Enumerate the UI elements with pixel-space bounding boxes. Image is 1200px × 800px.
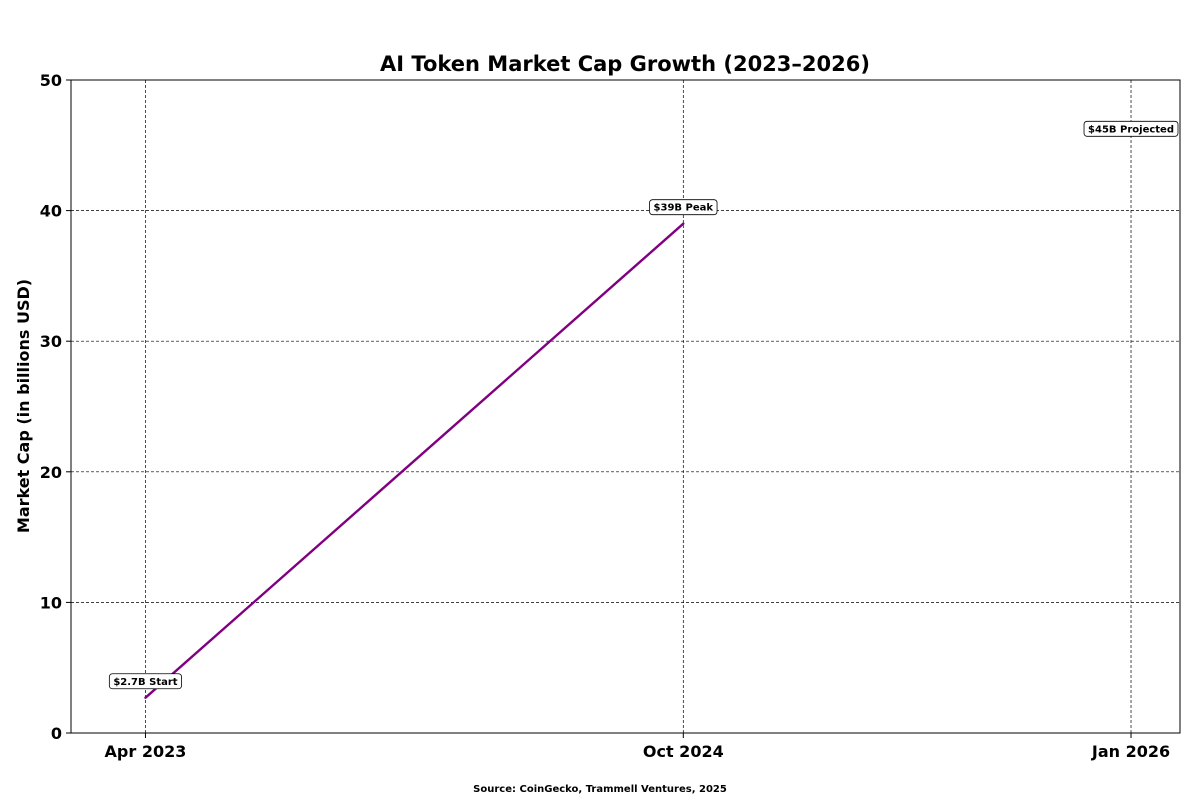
y-tick-label: 50: [40, 71, 62, 90]
y-tick-label: 20: [40, 463, 62, 482]
annotation-text: $39B Peak: [654, 203, 714, 214]
x-tick-label: Jan 2026: [1091, 742, 1170, 761]
annotation-label: $45B Projected: [1083, 120, 1179, 137]
chart-title: AI Token Market Cap Growth (2023–2026): [380, 52, 870, 76]
series-layer: [144, 222, 685, 699]
annotation-text: $2.7B Start: [113, 677, 177, 688]
x-tick-label: Oct 2024: [643, 742, 724, 761]
annotation-label: $2.7B Start: [108, 673, 182, 690]
annotations: $2.7B Start $39B Peak $45B Projected: [108, 120, 1179, 690]
y-tick-label: 10: [40, 593, 62, 612]
axis-ticks: 0 10 20 30 40 50 Apr 2023 Oct 2024 Jan 2026: [40, 71, 1170, 761]
y-axis-label: Market Cap (in billions USD): [14, 279, 33, 533]
annotation-box: [1083, 120, 1179, 137]
y-tick-label: 0: [51, 724, 62, 743]
plot-frame: [70, 79, 1181, 734]
annotation-text: $45B Projected: [1088, 124, 1174, 135]
annotation-box: [108, 673, 182, 690]
annotation-box: [649, 199, 718, 216]
series-line: [144, 222, 685, 699]
gridlines: [71, 80, 1180, 733]
y-tick-label: 30: [40, 332, 62, 351]
annotation-label: $39B Peak: [649, 199, 718, 216]
y-tick-label: 40: [40, 202, 62, 221]
source-note: Source: CoinGecko, Trammell Ventures, 20…: [473, 784, 727, 795]
data-point: [144, 696, 147, 699]
data-point: [682, 222, 685, 225]
x-tick-label: Apr 2023: [105, 742, 187, 761]
